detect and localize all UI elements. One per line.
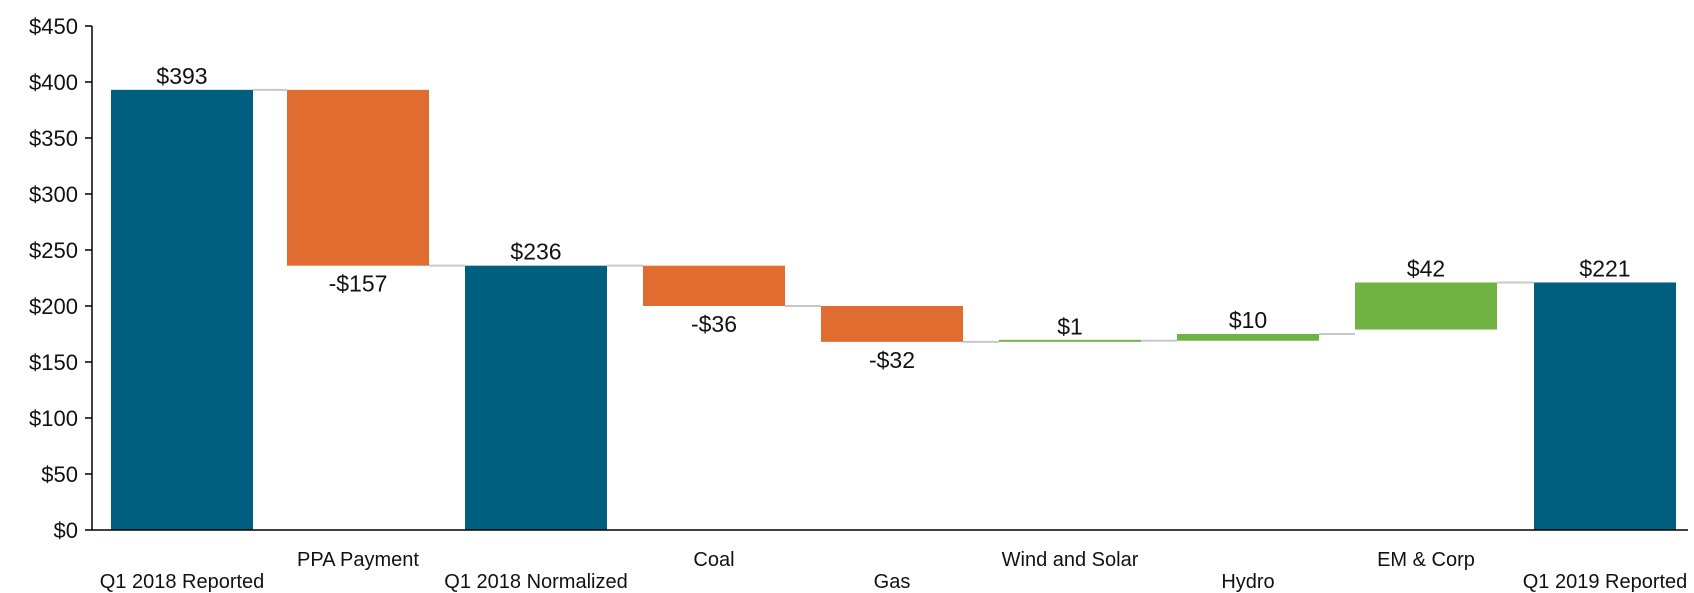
y-tick-label: $450 (29, 14, 78, 39)
y-tick-label: $350 (29, 126, 78, 151)
category-label: Wind and Solar (1002, 549, 1139, 571)
category-label: PPA Payment (297, 549, 419, 571)
y-tick-label: $250 (29, 238, 78, 263)
data-label: $42 (1407, 255, 1445, 281)
y-tick-label: $300 (29, 182, 78, 207)
data-label: -$157 (329, 271, 388, 297)
y-tick-label: $200 (29, 294, 78, 319)
bar-increase (1177, 334, 1319, 341)
y-tick-label: $400 (29, 70, 78, 95)
data-label: $221 (1579, 255, 1630, 281)
data-label: $1 (1057, 314, 1083, 340)
y-tick-label: $50 (41, 462, 78, 487)
bar-decrease (821, 306, 963, 342)
category-label: Coal (693, 549, 734, 571)
bars (111, 89, 1676, 530)
bar-total (465, 265, 607, 530)
category-labels: Q1 2018 Reported PPA Payment Q1 2018 Norma… (100, 549, 1688, 593)
bar-increase (1355, 282, 1497, 330)
y-tick-label: $100 (29, 406, 78, 431)
y-tick-label: $0 (54, 518, 78, 543)
data-label: $10 (1229, 307, 1267, 333)
y-tick-label: $150 (29, 350, 78, 375)
bar-increase (999, 339, 1141, 342)
category-label: EM & Corp (1377, 549, 1475, 571)
y-axis-ticks: $0 $50 $100 $150 $200 $250 $300 $350 $400 $450 (29, 14, 92, 543)
category-label: Q1 2019 Reported (1523, 571, 1688, 593)
bar-total (111, 89, 253, 530)
category-label: Q1 2018 Normalized (444, 571, 627, 593)
data-label: $236 (510, 239, 561, 265)
data-label: $393 (156, 63, 207, 89)
bar-decrease (287, 89, 429, 266)
bar-decrease (643, 265, 785, 306)
category-label: Hydro (1221, 571, 1274, 593)
category-label: Gas (874, 571, 911, 593)
data-label: -$36 (691, 311, 737, 337)
bar-total (1534, 282, 1676, 530)
connector-lines (253, 88, 1534, 343)
category-label: Q1 2018 Reported (100, 571, 265, 593)
data-labels: $393 -$157 $236 -$36 -$32 $1 $10 $42 $221 (156, 63, 1630, 373)
data-label: -$32 (869, 347, 915, 373)
